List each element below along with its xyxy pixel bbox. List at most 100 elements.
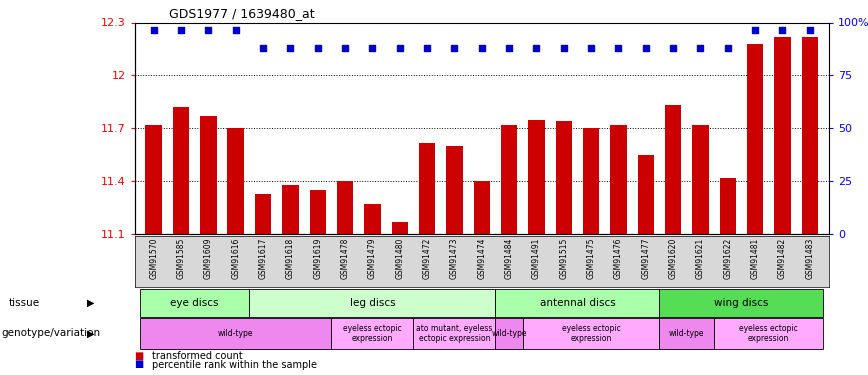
Bar — [282, 185, 299, 234]
Text: eyeless ectopic
expression: eyeless ectopic expression — [562, 324, 621, 343]
Point — [475, 45, 489, 51]
Text: eyeless ectopic
expression: eyeless ectopic expression — [740, 324, 799, 343]
Point — [256, 45, 270, 51]
Bar — [413, 318, 496, 349]
Text: GSM91479: GSM91479 — [368, 238, 377, 279]
Point — [666, 45, 680, 51]
Text: GSM91616: GSM91616 — [231, 238, 240, 279]
Text: GSM91622: GSM91622 — [723, 238, 733, 279]
Point — [720, 45, 734, 51]
Text: GSM91585: GSM91585 — [176, 238, 186, 279]
Text: GSM91482: GSM91482 — [778, 238, 787, 279]
Text: GDS1977 / 1639480_at: GDS1977 / 1639480_at — [169, 7, 315, 20]
Bar — [665, 105, 681, 234]
Bar — [660, 289, 824, 317]
Bar — [523, 318, 660, 349]
Text: wild-type: wild-type — [669, 329, 705, 338]
Text: GSM91480: GSM91480 — [395, 238, 404, 279]
Point — [502, 45, 516, 51]
Text: GSM91619: GSM91619 — [313, 238, 322, 279]
Text: GSM91618: GSM91618 — [286, 238, 295, 279]
Text: GSM91481: GSM91481 — [751, 238, 760, 279]
Text: antennal discs: antennal discs — [540, 298, 615, 308]
Bar — [201, 116, 216, 234]
Bar — [474, 182, 490, 234]
Text: ▶: ▶ — [88, 298, 95, 308]
Text: eye discs: eye discs — [170, 298, 219, 308]
Text: GSM91620: GSM91620 — [668, 238, 678, 279]
Bar — [583, 129, 599, 234]
Bar — [419, 142, 435, 234]
Text: GSM91484: GSM91484 — [504, 238, 514, 279]
Point — [556, 45, 570, 51]
Point — [775, 27, 789, 33]
Text: GSM91475: GSM91475 — [587, 238, 595, 279]
Bar — [802, 37, 818, 234]
Bar — [610, 125, 627, 234]
Bar — [446, 146, 463, 234]
Text: GSM91473: GSM91473 — [450, 238, 459, 279]
Bar — [501, 125, 517, 234]
Point — [284, 45, 298, 51]
Text: GSM91476: GSM91476 — [614, 238, 623, 279]
Text: GSM91609: GSM91609 — [204, 238, 213, 279]
Text: ▶: ▶ — [88, 328, 95, 338]
Point — [803, 27, 817, 33]
Text: percentile rank within the sample: percentile rank within the sample — [152, 360, 317, 369]
Point — [529, 45, 543, 51]
Text: GSM91621: GSM91621 — [696, 238, 705, 279]
Text: ato mutant, eyeless
ectopic expression: ato mutant, eyeless ectopic expression — [417, 324, 492, 343]
Bar — [496, 318, 523, 349]
Text: GSM91570: GSM91570 — [149, 238, 158, 279]
Text: GSM91515: GSM91515 — [559, 238, 569, 279]
Text: genotype/variation: genotype/variation — [2, 328, 101, 338]
Text: eyeless ectopic
expression: eyeless ectopic expression — [343, 324, 402, 343]
Bar — [365, 204, 380, 234]
Bar — [496, 289, 660, 317]
Text: GSM91477: GSM91477 — [641, 238, 650, 279]
Text: tissue: tissue — [9, 298, 40, 308]
Bar — [140, 318, 332, 349]
Bar — [332, 318, 413, 349]
Text: transformed count: transformed count — [152, 351, 243, 361]
Bar — [173, 107, 189, 234]
Bar — [693, 125, 708, 234]
Bar — [310, 190, 326, 234]
Text: GSM91483: GSM91483 — [806, 238, 814, 279]
Text: ■: ■ — [135, 360, 144, 369]
Point — [420, 45, 434, 51]
Text: leg discs: leg discs — [350, 298, 395, 308]
Bar — [660, 318, 714, 349]
Bar — [255, 194, 271, 234]
Bar — [774, 37, 791, 234]
Bar — [714, 318, 824, 349]
Bar — [529, 120, 544, 234]
Point — [311, 45, 325, 51]
Bar — [227, 129, 244, 234]
Point — [448, 45, 462, 51]
Text: GSM91617: GSM91617 — [259, 238, 267, 279]
Text: wild-type: wild-type — [491, 329, 527, 338]
Text: GSM91491: GSM91491 — [532, 238, 541, 279]
Point — [339, 45, 352, 51]
Text: GSM91474: GSM91474 — [477, 238, 486, 279]
Point — [611, 45, 625, 51]
Point — [147, 27, 161, 33]
Point — [748, 27, 762, 33]
Text: wing discs: wing discs — [714, 298, 769, 308]
Point — [201, 27, 215, 33]
Text: GSM91478: GSM91478 — [340, 238, 350, 279]
Point — [639, 45, 653, 51]
Text: ■: ■ — [135, 351, 144, 361]
Point — [365, 45, 379, 51]
Bar — [638, 155, 654, 234]
Bar — [140, 289, 249, 317]
Bar — [249, 289, 496, 317]
Point — [584, 45, 598, 51]
Bar — [747, 44, 763, 234]
Point — [174, 27, 188, 33]
Text: wild-type: wild-type — [218, 329, 253, 338]
Point — [393, 45, 407, 51]
Bar — [146, 125, 161, 234]
Point — [229, 27, 243, 33]
